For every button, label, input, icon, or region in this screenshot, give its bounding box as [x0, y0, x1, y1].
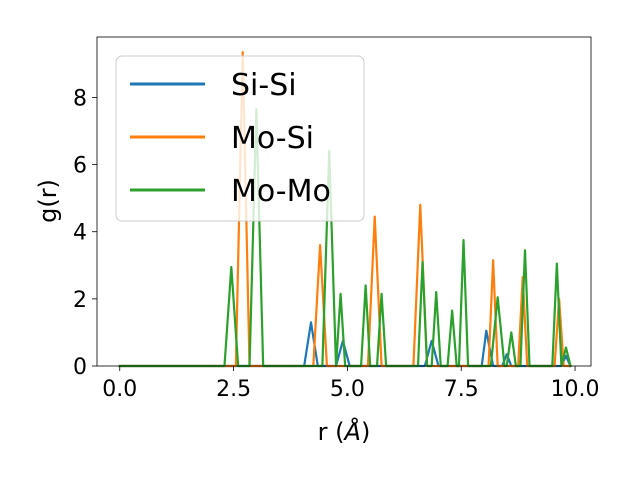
x-tick-label: 5.0	[330, 377, 365, 402]
legend-entries: Si-Si Mo-Si Mo-Mo	[130, 68, 331, 209]
plot-area	[96, 36, 592, 368]
x-tick-label: 10.0	[551, 377, 600, 402]
legend-box	[115, 55, 365, 222]
legend-label-mo-si: Mo-Si	[231, 121, 314, 156]
x-axis: 0.0 2.5 5.0 7.5 10.0	[102, 366, 600, 402]
y-axis-title: g(r)	[34, 179, 62, 223]
y-tick-label: 2	[73, 288, 87, 313]
plot-frame	[96, 36, 592, 367]
y-tick-label: 6	[73, 154, 87, 179]
y-tick-label: 8	[73, 86, 87, 111]
legend: Si-Si Mo-Si Mo-Mo	[115, 55, 365, 222]
y-tick-label: 4	[73, 221, 87, 246]
x-tick-label: 2.5	[216, 377, 251, 402]
x-tick-label: 0.0	[102, 377, 137, 402]
legend-label-si-si: Si-Si	[231, 68, 297, 103]
y-tick-label: 0	[73, 355, 87, 380]
x-axis-title: r (Å)	[318, 417, 371, 446]
x-axis-unit: Å	[343, 417, 361, 446]
y-axis: 0 2 4 6 8	[73, 86, 97, 380]
series-line-mo-mo	[118, 108, 572, 368]
legend-label-mo-mo: Mo-Mo	[231, 174, 331, 209]
x-tick-label: 7.5	[444, 377, 479, 402]
